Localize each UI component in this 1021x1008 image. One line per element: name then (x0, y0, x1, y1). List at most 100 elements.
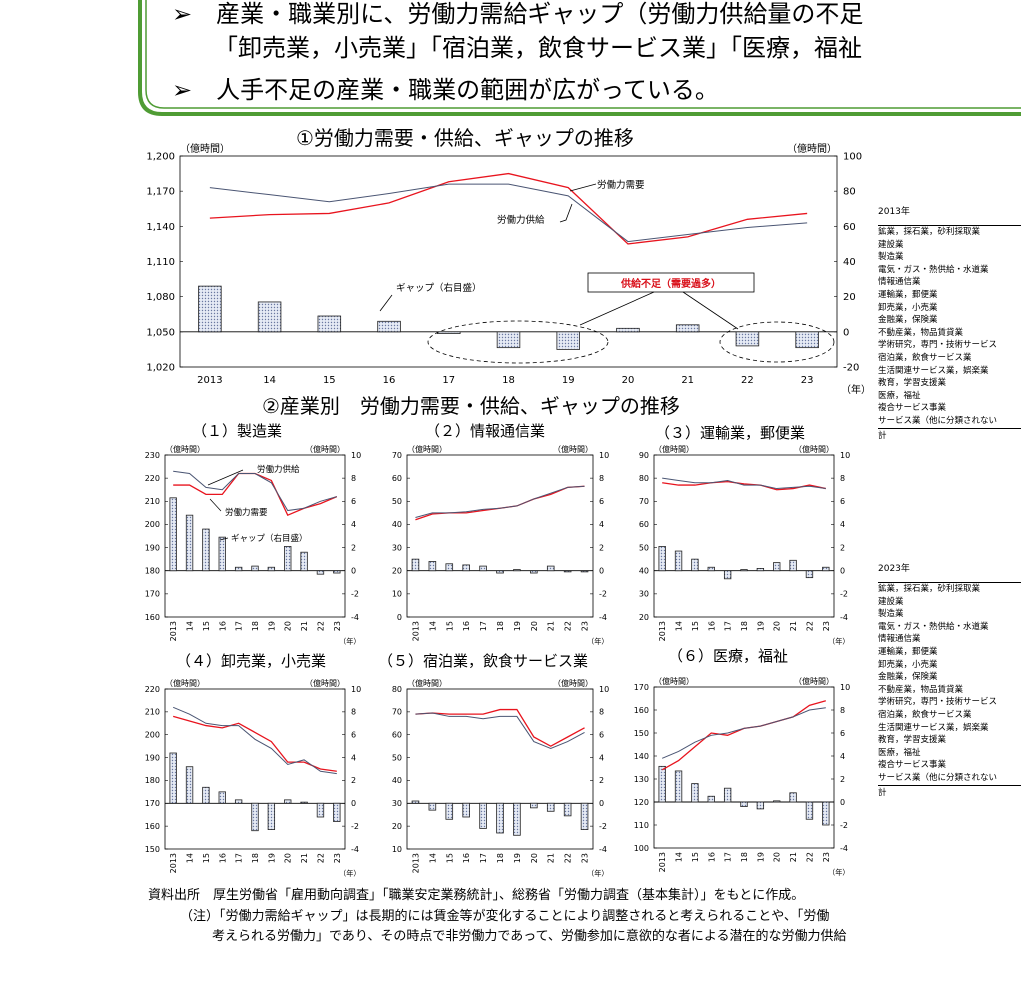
gap-bar (267, 802, 276, 830)
xtick-label: 22 (805, 852, 814, 862)
ytick-left-label: 40 (392, 520, 402, 529)
demand-line (173, 715, 337, 772)
y-axis-right-title: （億時間） (553, 444, 593, 454)
xtick-label: 21 (300, 621, 309, 631)
ytick-right-label: 60 (843, 222, 856, 233)
xtick-label: 20 (773, 621, 782, 631)
gap-bar (462, 802, 470, 818)
sidelist-item: 教育，学習支援業 (878, 378, 947, 389)
xtick-label: 19 (267, 853, 276, 863)
supply-line (209, 183, 808, 243)
sidelist-item: 教育，学習支援業 (878, 735, 947, 746)
gap-bar (284, 546, 292, 572)
plot-frame (164, 688, 346, 850)
ytick-left-label: 130 (634, 775, 649, 784)
ytick-right-label: 2 (840, 543, 845, 552)
ytick-right-label: 0 (840, 798, 845, 807)
xtick-label: 21 (547, 621, 556, 631)
gap-bar (437, 331, 461, 334)
ytick-left-label: 150 (145, 845, 160, 854)
ytick-right-label: -2 (599, 822, 607, 831)
header-bullet-2: ➢ 人手不足の産業・職業の範囲が広がっている。 (172, 76, 719, 104)
gap-bar (723, 570, 732, 580)
xtick-label: 14 (428, 621, 437, 631)
xtick-label: 17 (235, 853, 244, 863)
xtick-label: 17 (235, 621, 244, 631)
ytick-left-label: 180 (145, 776, 160, 785)
ytick-left-label: 1,080 (146, 292, 175, 303)
gap-bar (316, 802, 325, 818)
ytick-left-label: 150 (634, 729, 649, 738)
demand-line (415, 708, 585, 747)
ytick-right-label: 8 (351, 474, 356, 483)
shortage-label: 供給不足（需要過多） (620, 277, 721, 290)
xtick-label: 2013 (411, 621, 420, 641)
supply-line (172, 706, 337, 775)
ytick-right-label: 6 (351, 731, 356, 740)
ytick-right-label: 6 (599, 497, 604, 506)
ytick-right-label: 0 (843, 327, 849, 338)
ytick-left-label: 20 (639, 613, 649, 622)
panel-title: （５）宿泊業，飲食サービス業 (378, 652, 588, 670)
x-unit: （年） (587, 869, 609, 878)
xtick-label: 20 (622, 375, 635, 386)
x-unit: （年） (828, 637, 850, 646)
shortage-box (587, 272, 755, 293)
ytick-right-label: -2 (351, 590, 359, 599)
ytick-left-label: 170 (145, 590, 160, 599)
ytick-left-label: 30 (639, 590, 649, 599)
ytick-right-label: 0 (351, 567, 356, 576)
gap-bar (316, 570, 325, 575)
gap-bar (723, 787, 732, 803)
xtick-label: 15 (202, 621, 211, 631)
ytick-left-label: 1,020 (146, 363, 175, 374)
chart-p6: 100 110 120 130 140 150 160 170 -4 -2 0 2 4 6 8 10 （億時間）… (634, 647, 850, 877)
ytick-right-label: 0 (351, 799, 356, 808)
xtick-label: 15 (691, 852, 700, 862)
sidelist-2023-year: 2023年 (878, 564, 910, 574)
ytick-left-label: 210 (145, 708, 160, 717)
ytick-left-label: 60 (392, 731, 402, 740)
ytick-right-label: 6 (599, 731, 604, 740)
ytick-right-label: 6 (840, 729, 845, 738)
xtick-label: 23 (333, 621, 342, 631)
supply-line (415, 712, 585, 749)
gap-bar (789, 559, 797, 572)
ytick-right-label: -2 (840, 590, 848, 599)
source-note: 資料出所 厚生労働省「雇用動向調査」「職業安定業務統計」、総務省「労働力調査（基… (148, 888, 805, 903)
ytick-left-label: 160 (145, 613, 160, 622)
gap-bar (445, 802, 454, 820)
ytick-left-label: 190 (145, 543, 160, 552)
xtick-label: 22 (316, 853, 325, 863)
ytick-left-label: 20 (392, 567, 402, 576)
y-axis-left-title: （億時間） (165, 444, 205, 454)
xtick-label: 16 (707, 621, 716, 631)
ytick-right-label: 0 (599, 799, 604, 808)
note-line-1: （注）「労働力需給ギャップ」は長期的には賃金等が変化することにより調整されると考… (180, 909, 830, 924)
supply-line (415, 485, 585, 518)
ytick-right-label: 10 (840, 683, 850, 692)
ytick-right-label: -4 (840, 844, 848, 853)
gap-bar (513, 569, 521, 572)
xtick-label: 14 (675, 852, 684, 862)
x-unit: （年） (841, 383, 871, 396)
ytick-right-label: 0 (840, 567, 845, 576)
xtick-label: 14 (186, 853, 195, 863)
sidelist-item: 運輸業，郵便業 (878, 289, 938, 300)
gap-bar (169, 497, 177, 572)
sidelist-2023: 2023年 鉱業，採石業，砂利採取業 建設業 製造業 電気・ガス・熱供給・水道業 情報通… (878, 561, 1021, 800)
xtick-label: 2013 (197, 375, 222, 386)
gap-bar (496, 570, 504, 574)
xtick-label: 21 (789, 852, 798, 862)
y-axis-left-title: （億時間） (407, 444, 447, 454)
y-axis-right-title: （億時間） (794, 444, 834, 454)
demand-label: 労働力需要 (597, 179, 645, 191)
gap-bar (251, 565, 259, 572)
gap-bar (185, 514, 194, 572)
sidelist-2013-year: 2013年 (878, 207, 910, 217)
gap-bar (496, 331, 521, 349)
sidelist-item: 建設業 (878, 239, 904, 250)
sidelist-item: 医療，福祉 (878, 747, 921, 758)
gap-bar (234, 799, 243, 804)
xtick-label: 14 (428, 853, 437, 863)
